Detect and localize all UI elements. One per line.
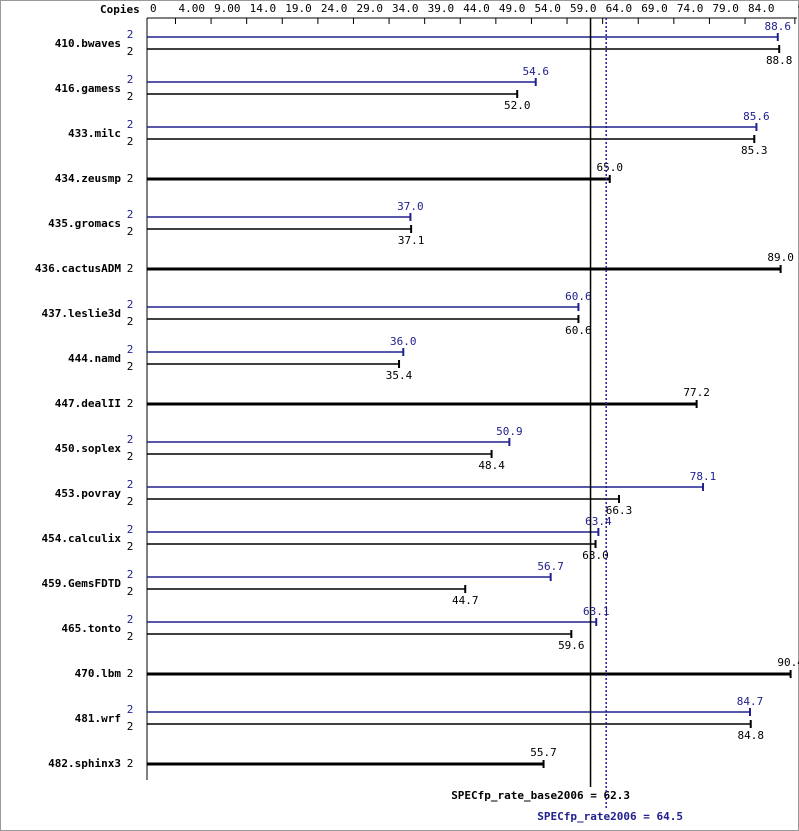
value-label: 77.2: [683, 386, 710, 399]
copies-label: 2: [127, 433, 134, 446]
value-label: 37.0: [397, 200, 424, 213]
value-label: 37.1: [398, 234, 425, 247]
benchmark-label: 453.povray: [55, 487, 122, 500]
reference-label: SPECfp_rate2006 = 64.5: [537, 810, 683, 823]
value-label: 59.6: [558, 639, 585, 652]
x-tick-label: 39.0: [428, 2, 455, 15]
x-tick-label: 69.0: [641, 2, 668, 15]
x-tick-label: 29.0: [356, 2, 383, 15]
value-label: 66.3: [606, 504, 633, 517]
x-tick-label: 54.0: [534, 2, 561, 15]
copies-label: 2: [127, 613, 134, 626]
benchmark-label: 435.gromacs: [48, 217, 121, 230]
value-label: 35.4: [386, 369, 413, 382]
copies-label: 2: [127, 630, 134, 643]
x-tick-label: 24.0: [321, 2, 348, 15]
value-label: 63.4: [585, 515, 612, 528]
copies-label: 2: [127, 703, 134, 716]
benchmark-label: 470.lbm: [75, 667, 122, 680]
copies-label: 2: [127, 757, 134, 770]
x-tick-label: 4.00: [178, 2, 205, 15]
x-tick-label: 59.0: [570, 2, 597, 15]
value-label: 36.0: [390, 335, 417, 348]
copies-label: 2: [127, 568, 134, 581]
copies-label: 2: [127, 298, 134, 311]
value-label: 78.1: [690, 470, 717, 483]
reference-label: SPECfp_rate_base2006 = 62.3: [451, 789, 630, 802]
copies-label: 2: [127, 315, 134, 328]
copies-label: 2: [127, 118, 134, 131]
x-tick-label: 79.0: [712, 2, 739, 15]
x-tick-label: 14.0: [250, 2, 277, 15]
value-label: 52.0: [504, 99, 531, 112]
benchmark-label: 481.wrf: [75, 712, 121, 725]
x-tick-label: 44.0: [463, 2, 490, 15]
copies-label: 2: [127, 73, 134, 86]
copies-label: 2: [127, 343, 134, 356]
x-tick-label: 84.0: [748, 2, 775, 15]
x-tick-label: 9.00: [214, 2, 241, 15]
value-label: 54.6: [522, 65, 549, 78]
copies-header: Copies: [100, 3, 140, 16]
copies-label: 2: [127, 397, 134, 410]
value-label: 88.8: [766, 54, 793, 67]
value-label: 44.7: [452, 594, 479, 607]
benchmark-label: 459.GemsFDTD: [42, 577, 122, 590]
x-tick-label: 64.0: [606, 2, 633, 15]
copies-label: 2: [127, 28, 134, 41]
value-label: 89.0: [767, 251, 794, 264]
copies-label: 2: [127, 360, 134, 373]
benchmark-label: 416.gamess: [55, 82, 121, 95]
copies-label: 2: [127, 667, 134, 680]
benchmark-label: 434.zeusmp: [55, 172, 122, 185]
copies-label: 2: [127, 172, 134, 185]
benchmark-label: 447.dealII: [55, 397, 121, 410]
copies-label: 2: [127, 450, 134, 463]
x-tick-label: 49.0: [499, 2, 526, 15]
copies-label: 2: [127, 585, 134, 598]
copies-label: 2: [127, 225, 134, 238]
value-label: 63.0: [582, 549, 609, 562]
x-tick-label: 74.0: [677, 2, 704, 15]
copies-label: 2: [127, 208, 134, 221]
copies-label: 2: [127, 478, 134, 491]
value-label: 60.6: [565, 324, 592, 337]
benchmark-label: 410.bwaves: [55, 37, 121, 50]
x-tick-label: 91.0: [798, 2, 799, 15]
x-tick-label: 19.0: [285, 2, 312, 15]
value-label: 63.1: [583, 605, 610, 618]
value-label: 60.6: [565, 290, 592, 303]
value-label: 48.4: [478, 459, 505, 472]
benchmark-label: 437.leslie3d: [42, 307, 121, 320]
value-label: 88.6: [765, 20, 792, 33]
benchmark-label: 444.namd: [68, 352, 121, 365]
value-label: 85.3: [741, 144, 768, 157]
x-tick-label: 0: [150, 2, 157, 15]
x-tick-label: 34.0: [392, 2, 419, 15]
benchmark-label: 482.sphinx3: [48, 757, 121, 770]
value-label: 65.0: [597, 161, 624, 174]
benchmark-label: 436.cactusADM: [35, 262, 121, 275]
benchmark-label: 454.calculix: [42, 532, 122, 545]
copies-label: 2: [127, 45, 134, 58]
copies-label: 2: [127, 540, 134, 553]
copies-label: 2: [127, 495, 134, 508]
value-label: 84.7: [737, 695, 764, 708]
copies-label: 2: [127, 523, 134, 536]
benchmark-label: 450.soplex: [55, 442, 122, 455]
value-label: 85.6: [743, 110, 770, 123]
value-label: 55.7: [530, 746, 557, 759]
value-label: 90.4: [777, 656, 799, 669]
copies-label: 2: [127, 90, 134, 103]
benchmark-label: 433.milc: [68, 127, 121, 140]
value-label: 50.9: [496, 425, 523, 438]
benchmark-label: 465.tonto: [61, 622, 121, 635]
copies-label: 2: [127, 720, 134, 733]
value-label: 56.7: [537, 560, 564, 573]
copies-label: 2: [127, 262, 134, 275]
value-label: 84.8: [737, 729, 764, 742]
copies-label: 2: [127, 135, 134, 148]
